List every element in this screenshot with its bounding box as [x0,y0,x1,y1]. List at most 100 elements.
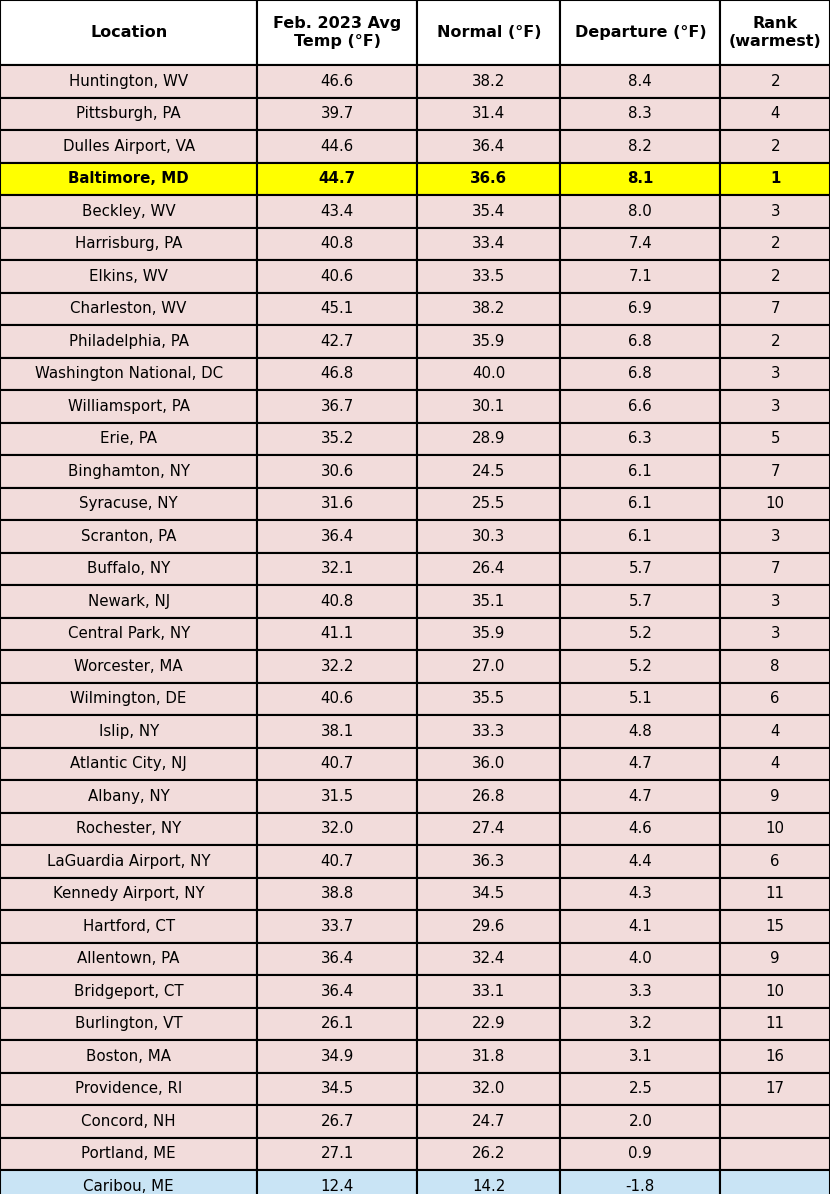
Bar [257,878,417,910]
Text: 35.2: 35.2 [320,431,354,447]
Text: 8: 8 [770,659,780,673]
Text: Kennedy Airport, NY: Kennedy Airport, NY [53,886,204,901]
Text: 2: 2 [770,139,780,154]
Bar [560,455,720,487]
Bar [0,683,257,715]
Bar [720,1040,830,1072]
Bar [560,0,720,64]
Text: 34.9: 34.9 [320,1048,354,1064]
Bar [417,98,560,130]
Bar [257,1072,417,1104]
Text: 10: 10 [766,821,784,836]
Text: 31.8: 31.8 [472,1048,505,1064]
Text: 7.4: 7.4 [628,236,652,251]
Bar [0,617,257,650]
Bar [560,878,720,910]
Bar [720,650,830,683]
Text: 6.1: 6.1 [628,463,652,479]
Bar [257,293,417,325]
Text: 36.4: 36.4 [320,984,354,998]
Text: 8.1: 8.1 [627,171,653,186]
Text: 32.1: 32.1 [320,561,354,577]
Bar [560,942,720,975]
Bar [417,1138,560,1170]
Text: 14.2: 14.2 [472,1178,505,1194]
Text: 5.1: 5.1 [628,691,652,706]
Bar [720,585,830,617]
Text: 3.3: 3.3 [628,984,652,998]
Text: 4.3: 4.3 [628,886,652,901]
Text: 3: 3 [770,367,780,381]
Bar [257,1040,417,1072]
Text: 16: 16 [766,1048,784,1064]
Text: 5.7: 5.7 [628,561,652,577]
Text: -1.8: -1.8 [626,1178,655,1194]
Bar [257,390,417,423]
Text: 2: 2 [770,236,780,251]
Bar [560,553,720,585]
Bar [417,683,560,715]
Text: Huntington, WV: Huntington, WV [69,74,188,88]
Bar [417,812,560,845]
Bar [417,747,560,780]
Text: 44.6: 44.6 [320,139,354,154]
Bar [0,64,257,98]
Text: 38.2: 38.2 [472,74,505,88]
Text: Allentown, PA: Allentown, PA [77,952,180,966]
Text: 7: 7 [770,463,780,479]
Bar [257,423,417,455]
Text: 35.9: 35.9 [472,626,505,641]
Text: LaGuardia Airport, NY: LaGuardia Airport, NY [47,854,210,869]
Text: 1: 1 [770,171,780,186]
Bar [0,130,257,162]
Text: Beckley, WV: Beckley, WV [82,204,175,219]
Text: 25.5: 25.5 [472,497,505,511]
Text: Boston, MA: Boston, MA [86,1048,171,1064]
Bar [720,683,830,715]
Text: 2: 2 [770,74,780,88]
Text: 32.4: 32.4 [472,952,505,966]
Text: 26.7: 26.7 [320,1114,354,1128]
Bar [0,1170,257,1194]
Bar [417,195,560,228]
Text: Washington National, DC: Washington National, DC [35,367,222,381]
Text: 7: 7 [770,561,780,577]
Text: 36.3: 36.3 [472,854,505,869]
Text: Islip, NY: Islip, NY [99,724,159,739]
Text: 4.6: 4.6 [628,821,652,836]
Bar [257,325,417,357]
Bar [0,1072,257,1104]
Text: 3: 3 [770,626,780,641]
Bar [560,1138,720,1170]
Bar [720,1072,830,1104]
Text: 6.1: 6.1 [628,497,652,511]
Text: 31.5: 31.5 [320,789,354,804]
Text: 3: 3 [770,204,780,219]
Bar [0,195,257,228]
Text: Scranton, PA: Scranton, PA [81,529,176,543]
Text: 36.4: 36.4 [472,139,505,154]
Text: 15: 15 [766,918,784,934]
Bar [417,585,560,617]
Text: 8.4: 8.4 [628,74,652,88]
Text: Pittsburgh, PA: Pittsburgh, PA [76,106,181,122]
Text: 6.1: 6.1 [628,529,652,543]
Text: 6.6: 6.6 [628,399,652,414]
Bar [417,617,560,650]
Bar [0,423,257,455]
Text: Hartford, CT: Hartford, CT [83,918,174,934]
Bar [417,878,560,910]
Bar [417,521,560,553]
Bar [257,683,417,715]
Text: 30.3: 30.3 [472,529,505,543]
Bar [0,1008,257,1040]
Text: 6.9: 6.9 [628,301,652,316]
Bar [417,553,560,585]
Bar [560,162,720,195]
Bar [560,812,720,845]
Bar [257,130,417,162]
Bar [417,487,560,521]
Bar [560,715,720,747]
Text: 26.2: 26.2 [472,1146,505,1162]
Bar [720,64,830,98]
